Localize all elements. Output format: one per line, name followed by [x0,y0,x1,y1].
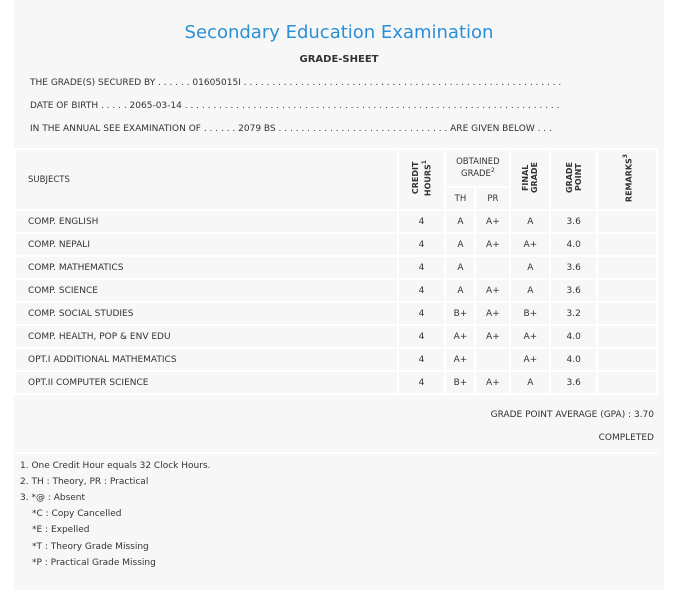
cell-remarks [596,324,658,349]
footnote: *C : Copy Cancelled [32,509,122,519]
cell-pr: A+ [474,301,512,326]
cell-final: A [509,209,552,234]
table-row: COMP. ENGLISH 4 A A+ A 3.6 [14,209,658,234]
cell-th: A [444,278,477,303]
table-row: OPT.I ADDITIONAL MATHEMATICS 4 A+ A+ 4.0 [14,347,658,372]
cell-gp: 4.0 [549,324,599,349]
cell-pr: A+ [474,209,512,234]
header-obtained-grade: OBTAINED GRADE2 [444,148,512,188]
secured-by-line: THE GRADE(S) SECURED BY . . . . . . 0160… [30,78,562,88]
page-title: Secondary Education Examination [184,22,494,43]
cell-final: B+ [509,301,552,326]
cell-gp: 3.6 [549,370,599,395]
cell-remarks [596,209,658,234]
subtitle: GRADE-SHEET [299,54,379,65]
table-row: COMP. MATHEMATICS 4 A A 3.6 [14,255,658,280]
table-row: COMP. SCIENCE 4 A A+ A 3.6 [14,278,658,303]
cell-pr: A+ [474,324,512,349]
grades-table: SUBJECTS CREDIT HOURS1 OBTAINED GRADE2 FI… [14,148,658,395]
cell-credit: 4 [396,278,447,303]
dob-line: DATE OF BIRTH . . . . . 2065-03-14 . . .… [30,101,560,111]
header-final-grade: FINAL GRADE [509,148,552,211]
cell-subject: COMP. MATHEMATICS [14,255,399,280]
cell-gp: 4.0 [549,232,599,257]
cell-pr [474,255,512,280]
cell-credit: 4 [396,209,447,234]
cell-final: A [509,278,552,303]
footnote: *T : Theory Grade Missing [32,542,149,552]
cell-credit: 4 [396,301,447,326]
cell-th: A+ [444,324,477,349]
cell-pr: A+ [474,232,512,257]
cell-credit: 4 [396,232,447,257]
cell-gp: 3.6 [549,278,599,303]
footnote: 1. One Credit Hour equals 32 Clock Hours… [20,461,211,471]
result-status: COMPLETED [598,433,654,443]
cell-remarks [596,232,658,257]
header-pr: PR [474,186,512,211]
table-row: COMP. NEPALI 4 A A+ A+ 4.0 [14,232,658,257]
footnote: 3. *@ : Absent [20,493,86,503]
cell-subject: COMP. SOCIAL STUDIES [14,301,399,326]
table-row: COMP. HEALTH, POP & ENV EDU 4 A+ A+ A+ 4.0 [14,324,658,349]
cell-subject: COMP. SCIENCE [14,278,399,303]
footnote: *P : Practical Grade Missing [32,558,156,568]
header-credit-hours: CREDIT HOURS1 [396,148,447,211]
cell-gp: 3.2 [549,301,599,326]
footnote: *E : Expelled [32,525,90,535]
cell-remarks [596,301,658,326]
cell-credit: 4 [396,347,447,372]
exam-line: IN THE ANNUAL SEE EXAMINATION OF . . . .… [30,124,552,134]
footnote: 2. TH : Theory, PR : Practical [20,477,149,487]
cell-remarks [596,278,658,303]
cell-remarks [596,347,658,372]
table-row: COMP. SOCIAL STUDIES 4 B+ A+ B+ 3.2 [14,301,658,326]
cell-th: A [444,255,477,280]
cell-th: A+ [444,347,477,372]
cell-credit: 4 [396,255,447,280]
header-remarks: REMARKS3 [596,148,658,211]
cell-th: B+ [444,370,477,395]
cell-remarks [596,370,658,395]
cell-th: B+ [444,301,477,326]
cell-final: A [509,255,552,280]
cell-th: A [444,209,477,234]
cell-pr [474,347,512,372]
cell-gp: 3.6 [549,255,599,280]
header-subjects: SUBJECTS [14,148,399,211]
header-th: TH [444,186,477,211]
cell-gp: 4.0 [549,347,599,372]
cell-subject: OPT.II COMPUTER SCIENCE [14,370,399,395]
cell-subject: OPT.I ADDITIONAL MATHEMATICS [14,347,399,372]
cell-pr: A+ [474,370,512,395]
cell-pr: A+ [474,278,512,303]
grade-sheet: Secondary Education Examination GRADE-SH… [14,0,664,590]
cell-final: A+ [509,232,552,257]
cell-th: A [444,232,477,257]
cell-gp: 3.6 [549,209,599,234]
cell-final: A+ [509,347,552,372]
gpa: GRADE POINT AVERAGE (GPA) : 3.70 [490,410,654,420]
cell-final: A [509,370,552,395]
cell-final: A+ [509,324,552,349]
cell-remarks [596,255,658,280]
cell-subject: COMP. NEPALI [14,232,399,257]
cell-credit: 4 [396,370,447,395]
header-grade-point: GRADE POINT [549,148,599,211]
cell-credit: 4 [396,324,447,349]
cell-subject: COMP. ENGLISH [14,209,399,234]
footnotes: 1. One Credit Hour equals 32 Clock Hours… [14,452,658,590]
cell-subject: COMP. HEALTH, POP & ENV EDU [14,324,399,349]
table-row: OPT.II COMPUTER SCIENCE 4 B+ A+ A 3.6 [14,370,658,395]
